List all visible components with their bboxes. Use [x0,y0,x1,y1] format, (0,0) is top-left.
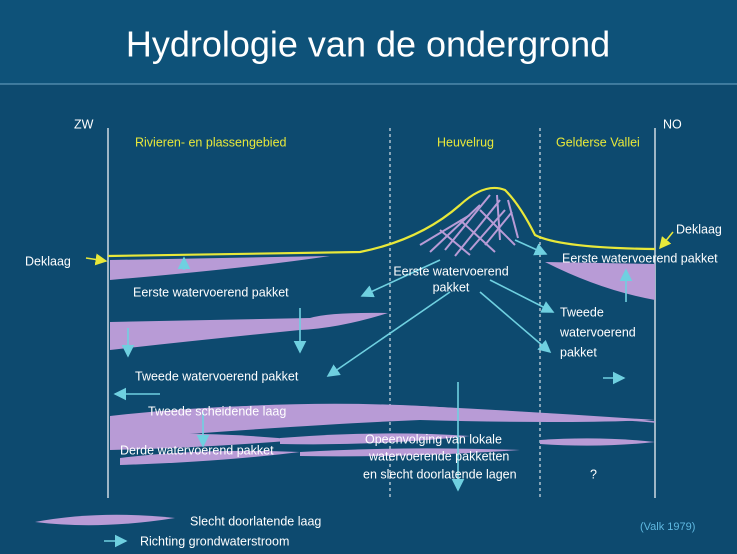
layer-label: Eerste watervoerend [393,264,508,278]
layer-label: Opeenvolging van lokale [365,432,502,446]
title: Hydrologie van de ondergrond [126,24,610,65]
layer-label: Deklaag [676,222,722,236]
direction-label: NO [663,117,682,131]
layer-label: Eerste watervoerend pakket [562,251,718,265]
layer-label: pakket [560,345,597,359]
layer-label: watervoerende pakketten [368,449,509,463]
region-label: Heuvelrug [437,135,494,149]
region-label: Rivieren- en plassengebied [135,135,287,149]
source: (Valk 1979) [640,521,695,533]
layer-label: Eerste watervoerend pakket [133,285,289,299]
layer-label: Deklaag [25,254,71,268]
legend-label: Slecht doorlatende laag [190,514,321,528]
legend-label: Richting grondwaterstroom [140,534,289,548]
layer-label: ? [590,467,597,481]
layer-label: pakket [433,280,470,294]
layer-label: Tweede watervoerend pakket [135,369,299,383]
layer-label: Tweede scheidende laag [148,404,286,418]
direction-label: ZW [74,117,94,131]
layer-label: Derde watervoerend pakket [120,443,274,457]
layer-label: en slecht doorlatende lagen [363,467,517,481]
region-label: Gelderse Vallei [556,135,640,149]
slide: Hydrologie van de ondergrond ZW NO Rivie… [0,0,737,554]
layer-label: Tweede [560,305,604,319]
layer-label: watervoerend [559,325,636,339]
